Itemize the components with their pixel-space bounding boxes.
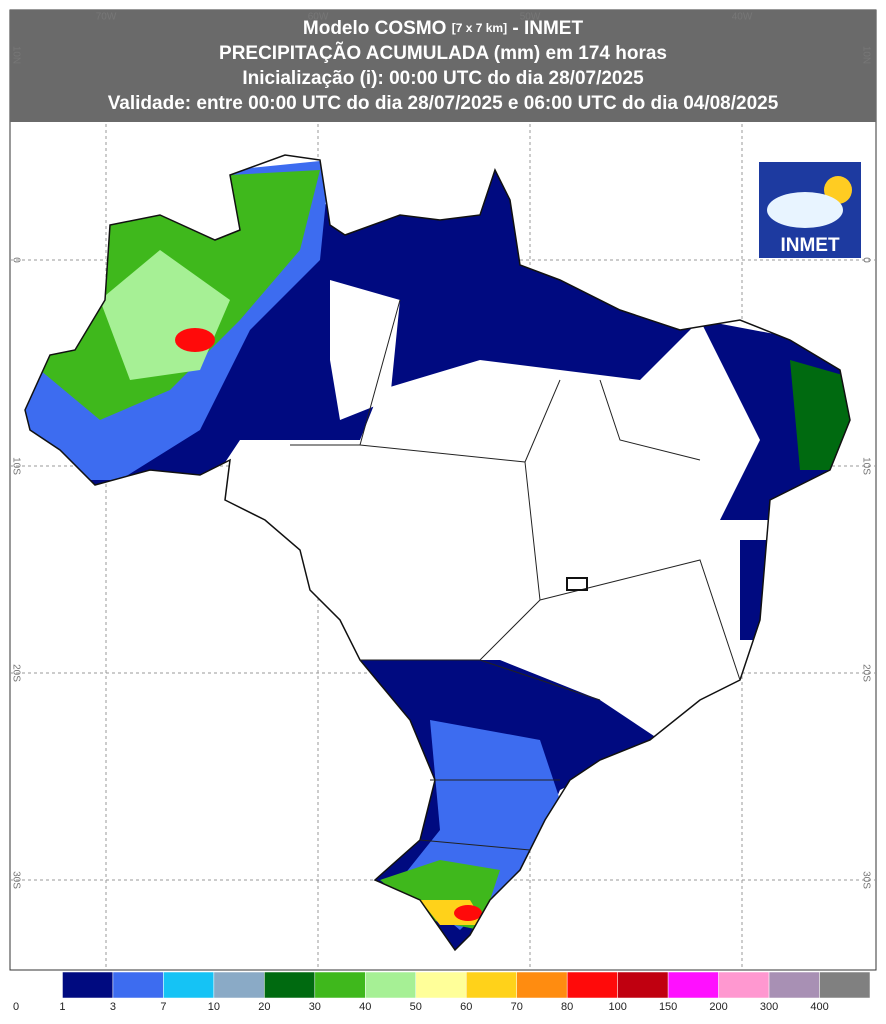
latitude-label: 10S [10,457,21,475]
legend-swatch [617,971,669,999]
legend-swatch [62,971,114,999]
legend-label: 40 [359,1001,371,1013]
legend-label: 3 [110,1001,116,1013]
legend-label: 60 [460,1001,472,1013]
longitude-label: 40W [732,12,753,23]
header-line1-small: [7 x 7 km] [452,21,507,35]
legend-label: 10 [208,1001,220,1013]
latitude-label: 10N [860,46,871,64]
dry-area [330,280,400,420]
legend-swatch [667,971,719,999]
legend-label: 20 [258,1001,270,1013]
legend-swatch [718,971,770,999]
longitude-label: 60W [308,12,329,23]
legend-swatch [415,971,467,999]
legend-label: 30 [309,1001,321,1013]
legend-swatch [365,971,417,999]
legend-swatch [264,971,316,999]
latitude-label: 30S [10,871,21,889]
legend-swatch [213,971,265,999]
legend: 0 1 3 7 10 20 30 40 50 60 70 80 100 150 200 300 400 [11,971,871,1013]
federal-district [566,577,588,591]
latitude-label: 30S [860,871,871,889]
legend-swatch [516,971,568,999]
longitude-label: 50W [520,12,541,23]
header-line4: Validade: entre 00:00 UTC do dia 28/07/2… [108,93,779,114]
legend-label: 70 [511,1001,523,1013]
header-line3: Inicialização (i): 00:00 UTC do dia 28/0… [242,68,644,89]
header-line1-end: - INMET [512,18,583,39]
latitude-label: 10S [860,457,871,475]
legend-swatch [163,971,215,999]
zone-red [175,328,215,352]
header-band [10,10,876,122]
legend-label: 1 [59,1001,65,1013]
logo-text: INMET [780,235,840,256]
header-line2: PRECIPITAÇÃO ACUMULADA (mm) em 174 horas [219,42,667,64]
state-borders [290,299,741,851]
legend-swatch [465,971,517,999]
legend-swatch [11,971,63,999]
header-line1-main: Modelo COSMO [303,18,447,39]
latitude-label: 0 [10,257,21,263]
logo-cloud [767,192,843,228]
legend-label: 300 [760,1001,778,1013]
legend-swatch [819,971,871,999]
longitude-label: 70W [96,12,117,23]
legend-label: 7 [160,1001,166,1013]
legend-label: 100 [608,1001,626,1013]
legend-label: 50 [410,1001,422,1013]
legend-label: 150 [659,1001,677,1013]
legend-swatch [768,971,820,999]
header-line1: Modelo COSMO [7 x 7 km] - INMET [303,18,584,39]
latitude-label: 20S [860,664,871,682]
legend-label: 200 [709,1001,727,1013]
legend-swatch [566,971,618,999]
legend-swatch [314,971,366,999]
legend-label: 80 [561,1001,573,1013]
legend-label: 0 [13,1001,19,1013]
legend-label: 400 [810,1001,828,1013]
logo: INMET [759,162,861,258]
latitude-label: 20S [10,664,21,682]
legend-swatch [112,971,164,999]
latitude-label: 10N [10,46,21,64]
latitude-label: 0 [860,257,871,263]
country-border [24,154,851,952]
zone-south-red [454,905,482,921]
